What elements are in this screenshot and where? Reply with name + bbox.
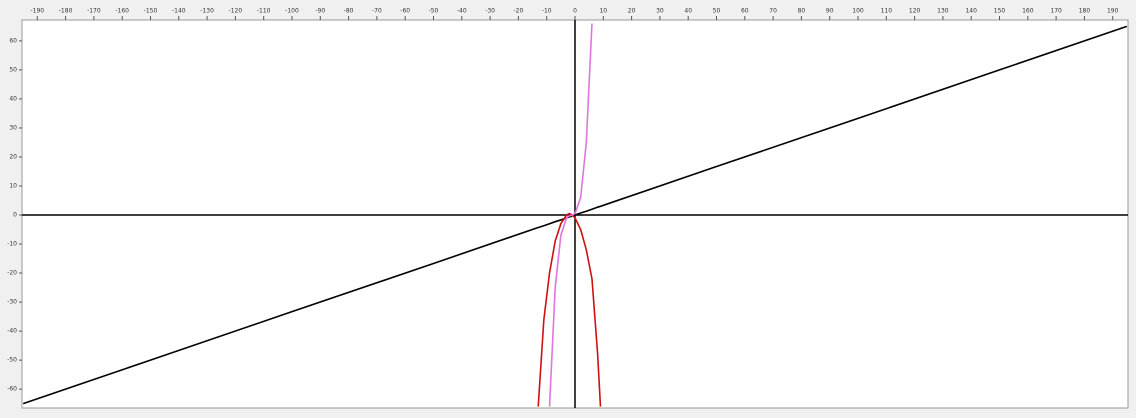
x-tick-label: -50	[429, 8, 439, 15]
y-tick-label: 0	[13, 212, 17, 219]
x-tick-label: -80	[344, 8, 354, 15]
curve	[22, 25, 1128, 405]
x-tick-label: 30	[656, 8, 664, 15]
x-tick-label: 20	[628, 8, 636, 15]
x-tick-label: -170	[87, 8, 101, 15]
x-tick-label: 0	[573, 8, 577, 15]
x-tick-label: -110	[257, 8, 271, 15]
x-tick-label: 40	[684, 8, 692, 15]
x-tick-label: 70	[769, 8, 777, 15]
x-tick-label: 100	[852, 8, 864, 15]
x-tick-label: -140	[172, 8, 186, 15]
x-tick-label: 160	[1022, 8, 1034, 15]
x-tick-label: -20	[513, 8, 523, 15]
y-tick-label: -20	[7, 270, 17, 277]
x-tick-label: -70	[372, 8, 382, 15]
x-tick-label: -160	[115, 8, 129, 15]
x-tick-label: -180	[59, 8, 73, 15]
x-tick-label: 180	[1079, 8, 1091, 15]
x-tick-label: -120	[229, 8, 243, 15]
x-tick-label: 60	[741, 8, 749, 15]
x-tick-label: 90	[826, 8, 834, 15]
curve	[548, 23, 593, 407]
x-tick-label: -40	[457, 8, 467, 15]
y-tick-label: -30	[7, 299, 17, 306]
x-tick-label: -100	[285, 8, 299, 15]
x-tick-label: -130	[200, 8, 214, 15]
x-tick-label: 140	[965, 8, 977, 15]
y-tick-label: 30	[9, 124, 17, 131]
x-tick-label: 130	[937, 8, 949, 15]
x-tick-label: 50	[713, 8, 721, 15]
y-tick-label: -10	[7, 241, 17, 248]
x-tick-label: -30	[485, 8, 495, 15]
y-tick-label: -50	[7, 357, 17, 364]
x-tick-label: 10	[599, 8, 607, 15]
curve	[537, 212, 602, 407]
plot-content	[22, 20, 1128, 408]
x-tick-label: -60	[400, 8, 410, 15]
x-tick-label: -150	[144, 8, 158, 15]
y-tick-label: 40	[9, 95, 17, 102]
x-tick-label: 150	[994, 8, 1006, 15]
y-tick-label: 60	[9, 37, 17, 44]
x-tick-label: -90	[315, 8, 325, 15]
y-tick-label: -40	[7, 328, 17, 335]
x-tick-label: -10	[542, 8, 552, 15]
x-tick-label: 190	[1107, 8, 1119, 15]
x-tick-label: 110	[881, 8, 893, 15]
y-tick-label: -60	[7, 386, 17, 393]
x-tick-label: -190	[30, 8, 44, 15]
x-tick-label: 170	[1050, 8, 1062, 15]
y-tick-label: 10	[9, 182, 17, 189]
x-tick-label: 80	[798, 8, 806, 15]
y-tick-label: 20	[9, 153, 17, 160]
y-tick-label: 50	[9, 66, 17, 73]
x-tick-label: 120	[909, 8, 921, 15]
